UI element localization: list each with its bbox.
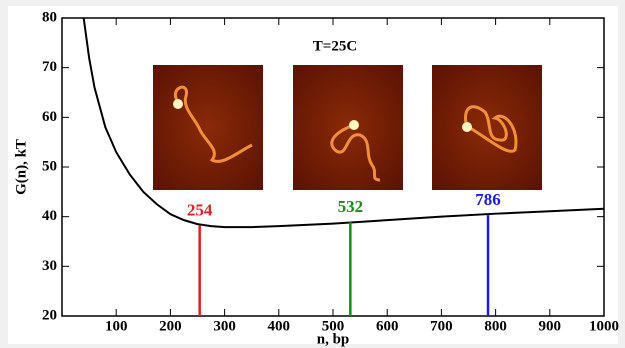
afm-image [432, 65, 542, 190]
y-tick-label: 40 [42, 208, 57, 224]
y-tick-label: 20 [42, 307, 57, 323]
x-tick-label: 900 [539, 318, 562, 334]
marker-label: 786 [475, 190, 501, 209]
afm-image [153, 65, 263, 190]
x-tick-label: 400 [268, 318, 291, 334]
inset-images [153, 65, 542, 190]
protein [462, 122, 472, 132]
protein [173, 99, 183, 109]
y-tick-label: 30 [42, 258, 57, 274]
annotation: T=25C [313, 38, 357, 54]
chart: T=25C n, bp G(n), kT 1002003004005006007… [0, 0, 625, 348]
y-tick-label: 60 [42, 109, 57, 125]
x-tick-label: 300 [213, 318, 236, 334]
x-tick-label: 1000 [589, 318, 619, 334]
x-tick-label: 500 [322, 318, 345, 334]
marker-label: 254 [187, 201, 213, 220]
x-tick-label: 800 [484, 318, 507, 334]
marker-label: 532 [338, 197, 364, 216]
y-tick-label: 50 [42, 158, 57, 174]
x-tick-label: 100 [105, 318, 128, 334]
y-axis-label: G(n), kT [13, 139, 29, 195]
x-tick-label: 200 [159, 318, 182, 334]
y-tick-label: 70 [42, 59, 57, 75]
x-tick-label: 700 [430, 318, 453, 334]
x-tick-label: 600 [376, 318, 399, 334]
y-tick-label: 80 [42, 9, 57, 25]
protein [349, 120, 359, 130]
